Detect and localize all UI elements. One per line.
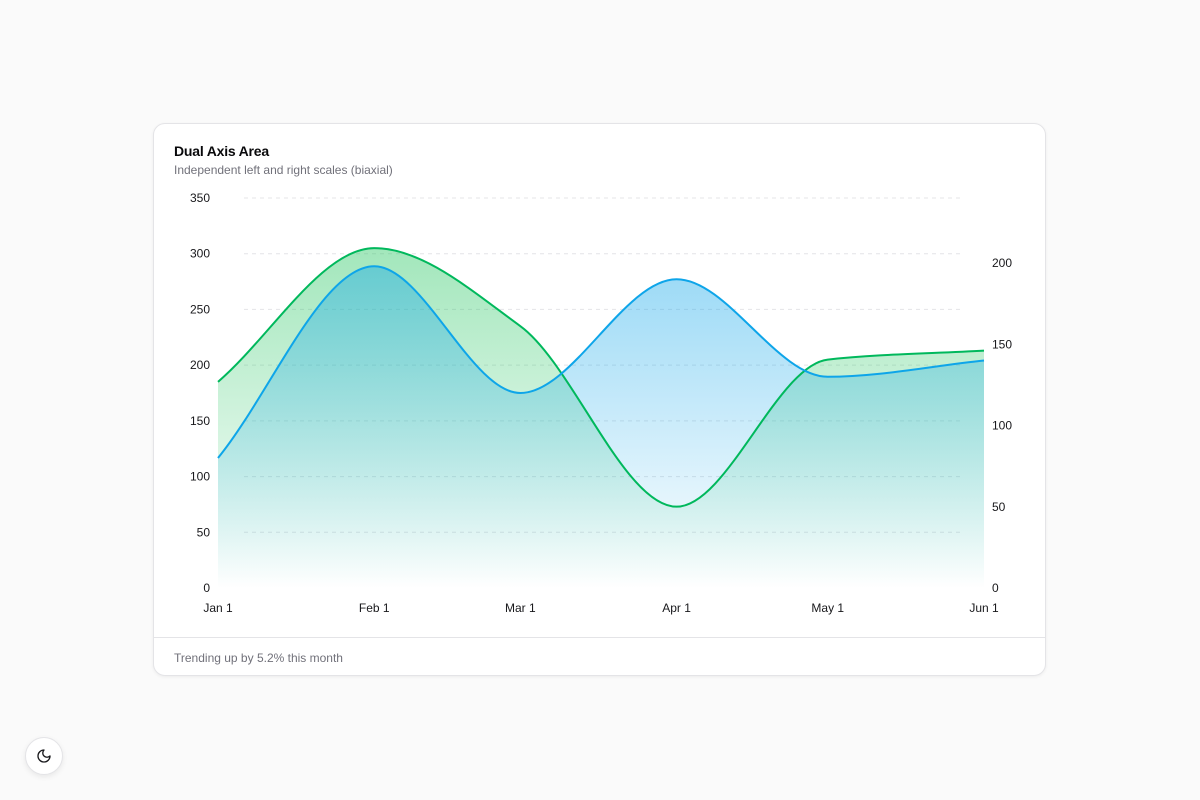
x-axis-tick-label: Apr 1 bbox=[662, 601, 691, 615]
left-axis-tick-label: 300 bbox=[190, 247, 210, 261]
x-axis-tick-label: Feb 1 bbox=[359, 601, 390, 615]
x-axis-tick-label: Mar 1 bbox=[505, 601, 536, 615]
left-axis-tick-label: 50 bbox=[197, 525, 211, 539]
series-area-right bbox=[218, 266, 984, 588]
dual-axis-area-chart: 0 50 100 150 200 250 300 350 0 50 100 150 200 Jan 1… bbox=[190, 191, 1012, 615]
left-axis-tick-label: 350 bbox=[190, 191, 210, 205]
left-axis-tick-label: 150 bbox=[190, 414, 210, 428]
chart-title: Dual Axis Area bbox=[174, 143, 269, 159]
series-line-right bbox=[217, 265, 985, 459]
series-line-left bbox=[217, 247, 985, 508]
left-axis-tick-label: 200 bbox=[190, 358, 210, 372]
chart-subtitle: Independent left and right scales (biaxi… bbox=[174, 163, 393, 177]
right-axis-tick-label: 0 bbox=[992, 581, 999, 595]
chart-footer-text: Trending up by 5.2% this month bbox=[174, 651, 343, 665]
moon-icon bbox=[37, 749, 51, 763]
left-axis-tick-label: 0 bbox=[203, 581, 210, 595]
area-layer bbox=[218, 248, 984, 588]
right-axis-tick-label: 200 bbox=[992, 256, 1012, 270]
right-axis: 0 50 100 150 200 bbox=[992, 256, 1012, 595]
right-axis-tick-label: 100 bbox=[992, 419, 1012, 433]
x-axis-tick-label: Jan 1 bbox=[203, 601, 233, 615]
left-axis: 0 50 100 150 200 250 300 350 bbox=[190, 191, 210, 595]
left-axis-tick-label: 250 bbox=[190, 302, 210, 316]
left-axis-tick-label: 100 bbox=[190, 470, 210, 484]
right-axis-tick-label: 150 bbox=[992, 337, 1012, 351]
chart-card: Dual Axis Area Independent left and righ… bbox=[153, 123, 1046, 676]
theme-toggle-button[interactable] bbox=[25, 737, 63, 775]
x-axis-tick-label: May 1 bbox=[811, 601, 844, 615]
x-axis-tick-label: Jun 1 bbox=[969, 601, 999, 615]
footer-divider bbox=[154, 637, 1045, 638]
x-axis: Jan 1 Feb 1 Mar 1 Apr 1 May 1 Jun 1 bbox=[203, 601, 999, 615]
right-axis-tick-label: 50 bbox=[992, 500, 1006, 514]
line-layer bbox=[217, 247, 985, 508]
